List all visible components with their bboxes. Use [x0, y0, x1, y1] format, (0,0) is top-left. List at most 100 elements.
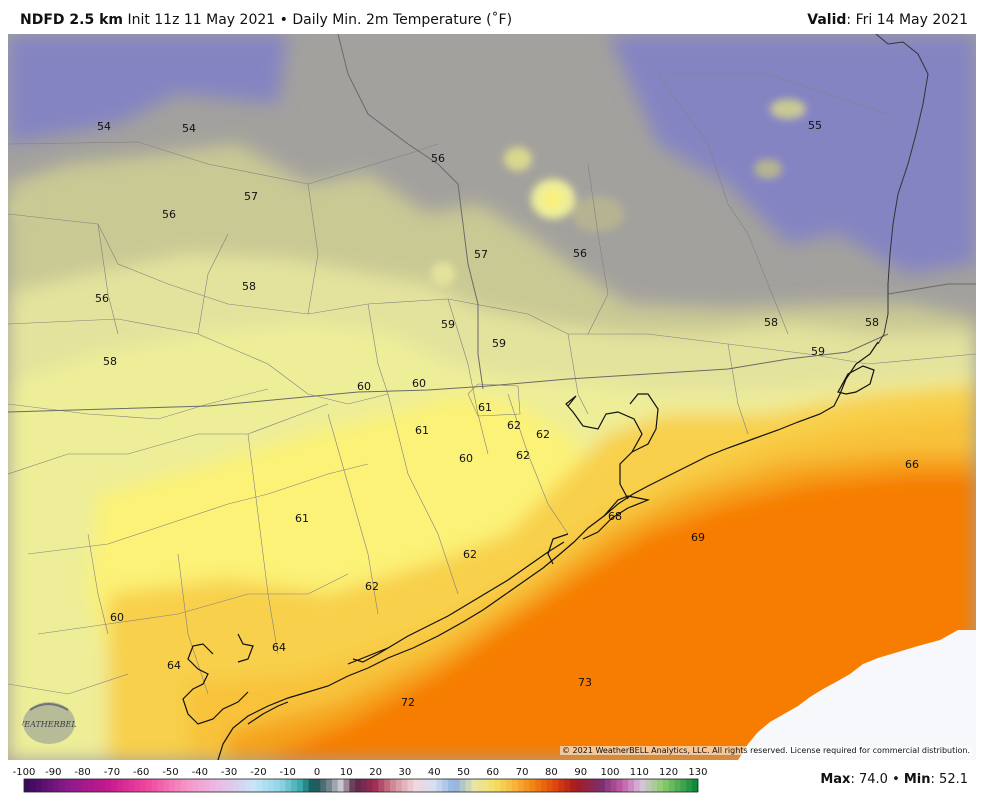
valid-time: Valid: Fri 14 May 2021 [807, 12, 968, 28]
colorbar-swatch [93, 779, 100, 792]
temp-label: 56 [431, 152, 445, 165]
colorbar-swatch [314, 779, 321, 792]
colorbar-swatch [105, 779, 112, 792]
colorbar-swatch [407, 779, 414, 792]
colorbar-swatch [273, 779, 281, 792]
colorbar-tick-label: 80 [545, 767, 558, 778]
colorbar-border [23, 778, 699, 793]
colorbar-swatch [657, 779, 664, 792]
max-label: Max [820, 772, 851, 787]
temp-label: 59 [811, 345, 825, 358]
colorbar-swatch [686, 779, 693, 792]
colorbar-swatch [157, 779, 164, 792]
colorbar-swatch [488, 779, 495, 792]
temp-label: 66 [905, 458, 919, 471]
temp-label: 62 [536, 428, 550, 441]
colorbar-swatch [645, 779, 652, 792]
colorbar-swatch [122, 779, 129, 792]
colorbar-swatch [279, 779, 286, 792]
colorbar-swatch [622, 779, 629, 792]
colorbar-swatch [302, 779, 310, 792]
temp-label: 60 [110, 611, 124, 624]
copyright-notice: © 2021 WeatherBELL Analytics, LLC. All r… [560, 746, 972, 755]
colorbar-tick-label: -20 [250, 767, 266, 778]
state-borders [8, 34, 976, 413]
colorbar-swatch [24, 779, 31, 792]
colorbar-swatch [471, 779, 478, 792]
colorbar-tick-label: 30 [399, 767, 412, 778]
temp-label: 57 [474, 248, 488, 261]
colorbar-swatch [535, 779, 542, 792]
colorbar-swatch [215, 779, 222, 792]
colorbar-swatch [424, 779, 432, 792]
colorbar-swatch [570, 779, 577, 792]
colorbar-swatch [53, 779, 60, 792]
max-value: : 74.0 [850, 772, 888, 787]
temp-label: 54 [182, 122, 196, 135]
colorbar-swatch [134, 779, 141, 792]
colorbar-swatch [517, 779, 525, 792]
model-name: NDFD 2.5 km [20, 12, 123, 28]
colorbar-swatch [668, 779, 676, 792]
colorbar-swatch [663, 779, 670, 792]
colorbar-tick-label: 0 [314, 767, 320, 778]
max-min-stats: Max: 74.0 • Min: 52.1 [820, 772, 968, 787]
colorbar-swatch [204, 779, 211, 792]
colorbar-tick-label: -70 [104, 767, 120, 778]
colorbar-swatch [29, 779, 37, 792]
colorbar-swatch [64, 779, 71, 792]
stats-bullet: • [892, 772, 900, 787]
colorbar-swatch [128, 779, 135, 792]
weatherbell-logo: WEATHERBELL [22, 702, 76, 744]
colorbar-swatch [192, 779, 199, 792]
colorbar-swatch [512, 779, 519, 792]
coastline [182, 341, 879, 760]
colorbar-swatch [419, 779, 426, 792]
colorbar-swatch [256, 779, 263, 792]
colorbar-swatch [651, 779, 658, 792]
product-name: Daily Min. 2m Temperature (˚F) [292, 12, 513, 28]
map-title: NDFD 2.5 km Init 11z 11 May 2021 • Daily… [20, 12, 512, 28]
temp-label: 62 [365, 580, 379, 593]
temp-label: 60 [412, 377, 426, 390]
colorbar-swatch [436, 779, 443, 792]
colorbar-swatch [593, 779, 600, 792]
colorbar-tick-label: 60 [486, 767, 499, 778]
colorbar-tick-label: 70 [516, 767, 529, 778]
colorbar-swatch [70, 779, 77, 792]
temp-label: 55 [808, 119, 822, 132]
temp-label: 62 [507, 419, 521, 432]
colorbar-swatch [186, 779, 193, 792]
colorbar-tick-label: -10 [280, 767, 296, 778]
temperature-field [8, 34, 976, 760]
colorbar-swatch [180, 779, 188, 792]
colorbar-swatch [198, 779, 205, 792]
temp-label: 59 [492, 337, 506, 350]
colorbar-swatch [692, 779, 699, 792]
sabine-river [875, 34, 929, 345]
min-value: : 52.1 [930, 772, 968, 787]
temperature-map[interactable]: 54 54 56 55 57 56 57 56 56 58 59 59 58 5… [8, 34, 976, 760]
temp-label: 60 [357, 380, 371, 393]
colorbar-swatch [384, 779, 391, 792]
colorbar-swatch [628, 779, 635, 792]
temp-label: 56 [573, 247, 587, 260]
colorbar-swatch [320, 779, 327, 792]
valid-label: Valid [807, 12, 847, 28]
colorbar-swatch [87, 779, 95, 792]
colorbar-swatch [82, 779, 89, 792]
min-label: Min [903, 772, 931, 787]
colorbar-swatch [111, 779, 118, 792]
temp-label: 62 [516, 449, 530, 462]
colorbar-swatch [610, 779, 617, 792]
colorbar-swatch [233, 779, 240, 792]
colorbar-tick-label: 90 [574, 767, 587, 778]
colorbar-tick-label: 130 [688, 767, 707, 778]
colorbar-swatch [680, 779, 687, 792]
colorbar-swatch [448, 779, 455, 792]
colorbar-swatch [47, 779, 54, 792]
no-data-region [738, 630, 976, 760]
colorbar-swatch [581, 779, 588, 792]
colorbar-swatch [151, 779, 159, 792]
temp-label: 68 [608, 510, 622, 523]
